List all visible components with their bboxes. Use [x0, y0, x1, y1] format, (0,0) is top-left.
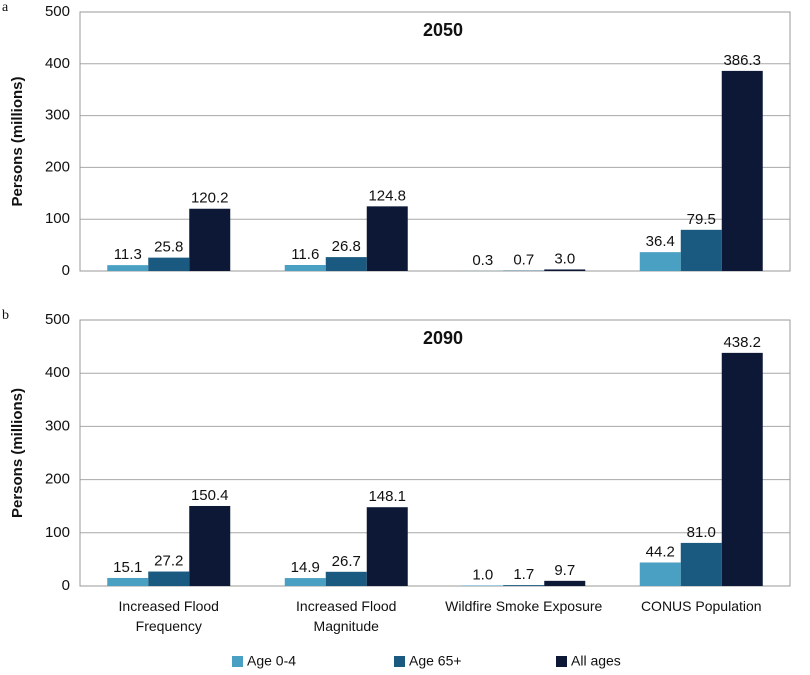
- value-label: 25.8: [154, 239, 183, 256]
- bar: [639, 252, 681, 271]
- bar: [462, 585, 504, 586]
- value-label: 124.8: [368, 187, 406, 204]
- plot-border: [79, 11, 791, 272]
- value-label: 1.7: [513, 566, 534, 583]
- legend-label: All ages: [571, 653, 621, 669]
- y-axis-label: Persons (millions): [9, 388, 26, 518]
- bar: [284, 264, 326, 271]
- value-label: 36.4: [646, 233, 675, 250]
- value-label: 79.5: [687, 211, 716, 228]
- value-label: 438.2: [723, 334, 761, 351]
- y-tick-label: 0: [62, 262, 70, 279]
- x-tick-label: Increased Flood Frequency: [118, 598, 219, 634]
- value-label: 14.9: [291, 559, 320, 576]
- value-label: 44.2: [646, 543, 675, 560]
- y-tick-label: 200: [45, 471, 70, 488]
- value-label: 15.1: [113, 559, 142, 576]
- y-tick-label: 400: [45, 55, 70, 72]
- value-label: 9.7: [554, 562, 575, 579]
- value-label: 148.1: [368, 488, 406, 505]
- value-label: 26.8: [332, 238, 361, 255]
- value-label: 3.0: [554, 250, 575, 267]
- bar: [680, 542, 722, 586]
- y-tick-label: 300: [45, 107, 70, 124]
- legend-swatch: [232, 656, 243, 667]
- value-label: 0.3: [472, 252, 493, 269]
- value-label: 1.0: [472, 566, 493, 583]
- value-label: 81.0: [687, 524, 716, 541]
- panel-label: a: [2, 0, 9, 15]
- bar: [721, 352, 763, 586]
- bar: [325, 257, 367, 271]
- y-tick-label: 0: [62, 577, 70, 594]
- value-label: 11.6: [291, 246, 319, 263]
- value-label: 26.7: [332, 553, 361, 570]
- x-tick-label: CONUS Population: [640, 598, 762, 614]
- bar: [366, 507, 408, 586]
- legend-label: Age 0-4: [247, 653, 296, 669]
- value-label: 386.3: [723, 52, 761, 69]
- bar: [189, 208, 231, 271]
- chart-title: 2090: [423, 328, 463, 348]
- bar: [639, 562, 681, 586]
- bar: [325, 571, 367, 586]
- bar: [148, 257, 190, 271]
- y-tick-label: 200: [45, 158, 70, 175]
- y-tick-label: 100: [45, 524, 70, 541]
- bar: [680, 229, 722, 271]
- legend-swatch: [556, 656, 567, 667]
- panel-label: b: [2, 308, 9, 323]
- plot-border: [79, 319, 791, 587]
- y-tick-label: 100: [45, 210, 70, 227]
- y-tick-label: 400: [45, 364, 70, 381]
- bar: [107, 265, 149, 271]
- bar: [148, 571, 190, 586]
- x-tick-label: Wildfire Smoke Exposure: [445, 598, 603, 614]
- legend-swatch: [394, 656, 405, 667]
- bar: [189, 505, 231, 586]
- value-label: 27.2: [154, 552, 183, 569]
- x-tick-label: Increased Flood Magnitude: [296, 598, 397, 634]
- value-label: 0.7: [513, 252, 534, 269]
- value-label: 11.3: [114, 246, 142, 263]
- bar: [544, 269, 586, 271]
- bar: [544, 580, 586, 586]
- chart-title: 2050: [423, 20, 463, 40]
- value-label: 120.2: [191, 190, 229, 207]
- bar: [503, 585, 545, 586]
- y-tick-label: 500: [45, 3, 70, 20]
- bar: [107, 577, 149, 586]
- y-tick-label: 300: [45, 417, 70, 434]
- legend-label: Age 65+: [409, 653, 462, 669]
- value-label: 150.4: [191, 487, 229, 504]
- y-axis-label: Persons (millions): [9, 76, 26, 206]
- bar: [284, 578, 326, 586]
- bar: [721, 70, 763, 271]
- bar: [366, 206, 408, 271]
- y-tick-label: 500: [45, 311, 70, 328]
